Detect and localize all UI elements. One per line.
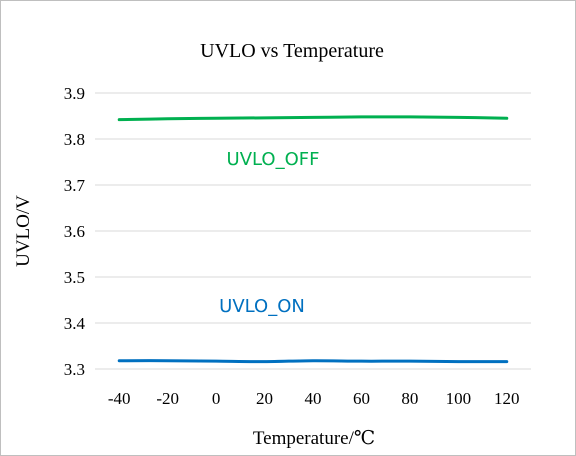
x-axis-ticks: -40 -20 0 20 40 60 80 100 120 [108,389,520,408]
series-label-uvlo-on: UVLO_ON [219,296,305,317]
series-lines [117,115,509,364]
x-tick-label: 100 [446,389,472,408]
y-axis-ticks: 3.3 3.4 3.5 3.6 3.7 3.8 3.9 [64,84,86,379]
y-tick-label: 3.3 [64,360,85,379]
series-label-uvlo-off: UVLO_OFF [227,149,320,170]
x-tick-label: 40 [305,389,322,408]
series-line-uvlo-on [117,359,509,364]
y-tick-label: 3.7 [64,176,86,195]
y-axis-title: UVLO/V [13,195,34,267]
x-tick-label: 20 [256,389,273,408]
x-tick-label: 60 [353,389,370,408]
chart-title: UVLO vs Temperature [200,40,384,62]
y-tick-label: 3.6 [64,222,85,241]
x-tick-label: 80 [401,389,418,408]
x-tick-label: -40 [108,389,131,408]
x-tick-label: -20 [156,389,179,408]
y-tick-label: 3.5 [64,268,85,287]
x-tick-label: 0 [212,389,221,408]
y-tick-label: 3.9 [64,84,85,103]
x-axis-title: Temperature/℃ [253,428,375,449]
gridlines [95,92,531,370]
series-line-uvlo-off [117,115,509,122]
x-tick-label: 120 [494,389,520,408]
y-tick-label: 3.4 [64,314,86,333]
y-tick-label: 3.8 [64,130,85,149]
